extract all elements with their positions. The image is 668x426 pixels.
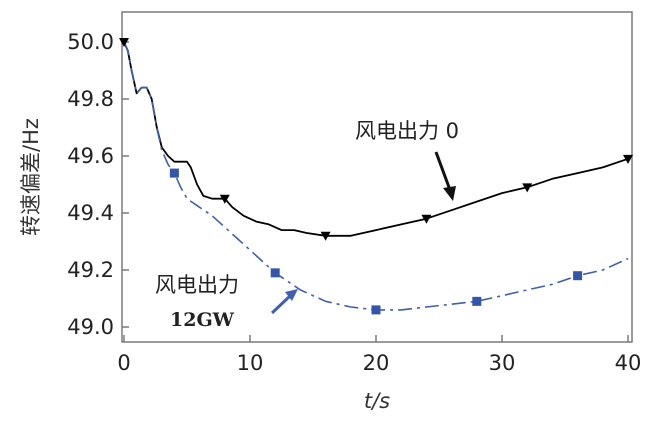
marker-series-0 <box>219 194 230 204</box>
ticks-layer: 0 10 20 30 40 50.0 49.8 49.6 49.4 49.2 49.0 <box>67 30 641 375</box>
x-tick-label: 20 <box>363 351 390 375</box>
x-tick-label: 30 <box>489 351 516 375</box>
annotation-series-1-line2: 12GW <box>170 309 235 331</box>
y-tick-label: 49.6 <box>67 144 114 168</box>
marker-series-1 <box>270 268 280 278</box>
marker-series-0 <box>320 231 331 241</box>
y-tick-label: 50.0 <box>67 30 114 54</box>
x-tick-label: 40 <box>615 351 642 375</box>
marker-series-0 <box>623 154 633 164</box>
x-axis-label: t/s <box>364 389 390 413</box>
y-tick-label: 49.8 <box>67 87 114 111</box>
annotation-arrowhead-0 <box>443 186 456 201</box>
annotation-arrow-1 <box>270 294 292 315</box>
y-tick-label: 49.2 <box>67 258 114 282</box>
plot-frame <box>121 11 633 343</box>
x-tick-label: 0 <box>117 351 130 375</box>
annotation-series-1-line1: 风电出力 <box>155 273 239 297</box>
marker-series-1 <box>169 168 179 178</box>
marker-series-0 <box>421 214 432 224</box>
annotation-series-0: 风电出力 0 <box>355 119 459 143</box>
x-tick-label: 10 <box>237 351 264 375</box>
marker-series-1 <box>371 305 381 315</box>
y-axis-label: 转速偏差/Hz <box>19 118 43 236</box>
marker-series-1 <box>472 296 482 306</box>
marker-series-1 <box>573 271 583 281</box>
marker-layer <box>119 38 633 315</box>
y-tick-label: 49.0 <box>67 315 114 339</box>
marker-series-0 <box>522 183 533 193</box>
annotation-arrow-0 <box>434 151 452 191</box>
marker-series-0 <box>119 38 129 47</box>
annotation-arrowhead-1 <box>285 289 298 301</box>
y-tick-label: 49.4 <box>67 201 114 225</box>
